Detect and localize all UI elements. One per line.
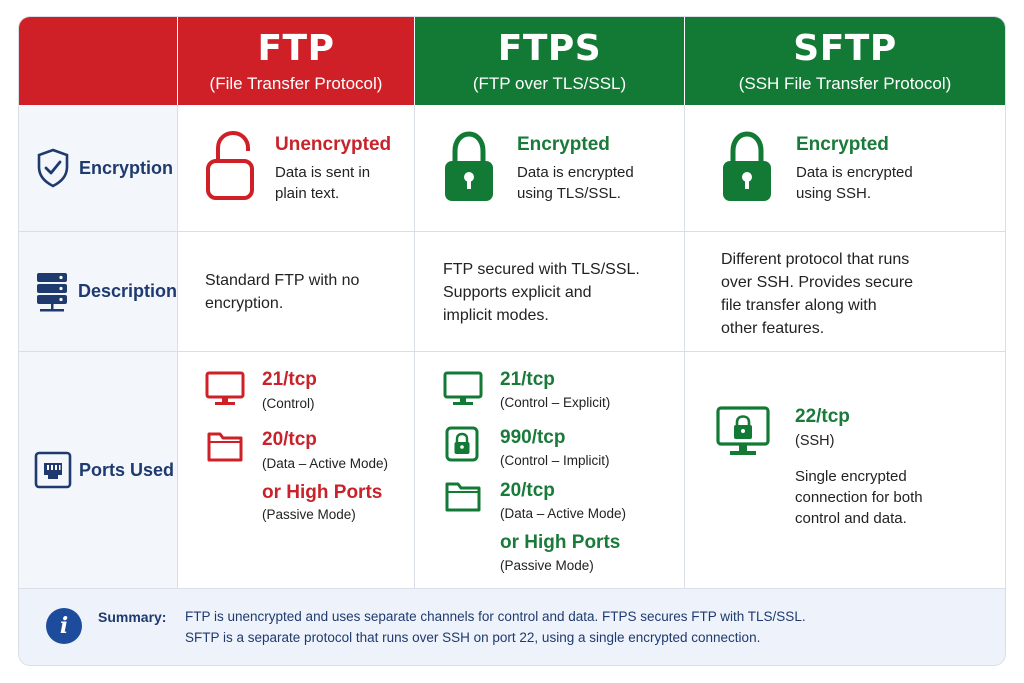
header-ftp: FTP (File Transfer Protocol)	[178, 17, 414, 105]
row-label-encryption: Encryption	[19, 105, 177, 231]
sftp-lock-icon	[721, 131, 773, 208]
header-sftp: SFTP (SSH File Transfer Protocol)	[685, 17, 1005, 105]
ftp-port-data-note: (Data – Active Mode)	[262, 456, 389, 471]
header-ftps-title: FTPS	[497, 28, 602, 69]
summary-panel: i Summary: FTP is unencrypted and uses s…	[19, 589, 1005, 665]
secure-monitor-icon	[716, 406, 770, 463]
sftp-port-extra-line: connection for both	[795, 489, 923, 506]
monitor-icon	[443, 371, 483, 412]
ftp-port-control-note: (Control)	[262, 396, 315, 411]
ftps-port-passive: or High Ports	[500, 532, 621, 553]
folder-icon	[445, 480, 481, 517]
shield-check-icon	[33, 148, 73, 188]
sftp-port-note: (SSH)	[795, 433, 835, 449]
ftps-port-data: 20/tcp	[500, 480, 555, 501]
sftp-encryption-line2: using SSH.	[796, 185, 872, 202]
divider	[684, 105, 685, 588]
ftps-encryption-status: Encrypted	[517, 134, 610, 155]
summary-line2: SFTP is a separate protocol that runs ov…	[185, 630, 761, 645]
sftp-description: Different protocol that runs over SSH. P…	[721, 248, 913, 340]
divider	[19, 231, 1005, 232]
header-sftp-title: SFTP	[793, 28, 897, 69]
sftp-encryption-line1: Data is encrypted	[796, 164, 913, 181]
ftp-port-passive-note: (Passive Mode)	[262, 507, 356, 522]
sftp-description-line: over SSH. Provides secure	[721, 274, 914, 291]
ftp-port-control: 21/tcp	[262, 369, 317, 390]
ftp-description: Standard FTP with no encryption.	[205, 269, 359, 315]
sftp-port: 22/tcp	[795, 406, 850, 427]
sftp-encryption-status: Encrypted	[796, 134, 889, 155]
header-ftps-subtitle: (FTP over TLS/SSL)	[472, 74, 627, 93]
lock-box-icon	[445, 426, 479, 467]
ftps-lock-icon	[443, 131, 495, 208]
header-ftps: FTPS (FTP over TLS/SSL)	[415, 17, 684, 105]
ftps-encryption-line1: Data is encrypted	[517, 164, 634, 181]
info-icon: i	[46, 608, 82, 644]
ftps-description-line: implicit modes.	[443, 307, 549, 324]
header-ftp-subtitle: (File Transfer Protocol)	[209, 74, 383, 93]
sftp-port-extra-line: Single encrypted	[795, 468, 907, 485]
divider	[414, 105, 415, 588]
server-icon	[33, 272, 72, 312]
divider	[177, 105, 178, 588]
ftps-port-explicit-note: (Control – Explicit)	[500, 395, 611, 410]
row-label-description-text: Description	[77, 281, 177, 301]
header-sftp-subtitle: (SSH File Transfer Protocol)	[738, 74, 952, 93]
network-port-icon	[33, 450, 73, 490]
ftps-port-data-note: (Data – Active Mode)	[500, 506, 627, 521]
sftp-description-line: Different protocol that runs	[721, 251, 910, 268]
sftp-description-line: file transfer along with	[721, 297, 877, 314]
summary-line1: FTP is unencrypted and uses separate cha…	[185, 609, 806, 624]
row-label-description: Description	[19, 232, 177, 351]
sftp-port-extra: Single encrypted connection for both con…	[795, 466, 923, 529]
row-label-encryption-text: Encryption	[79, 157, 174, 178]
divider	[19, 588, 1005, 589]
sftp-description-line: other features.	[721, 320, 825, 337]
ftps-port-passive-note: (Passive Mode)	[500, 558, 594, 573]
header-corner	[19, 17, 177, 105]
ftp-port-passive: or High Ports	[262, 482, 383, 503]
ftps-port-explicit: 21/tcp	[500, 369, 555, 390]
folder-icon	[207, 430, 243, 467]
ftp-description-line: Standard FTP with no	[205, 272, 360, 289]
ftp-description-line: encryption.	[205, 295, 284, 312]
ftp-encryption-line2: plain text.	[275, 185, 340, 202]
ftps-description-line: Supports explicit and	[443, 284, 592, 301]
row-label-ports: Ports Used	[19, 352, 177, 588]
ftps-port-implicit-note: (Control – Implicit)	[500, 453, 610, 468]
ftp-encryption-line1: Data is sent in	[275, 164, 371, 181]
ftp-unlocked-icon	[205, 130, 255, 206]
ftps-description: FTP secured with TLS/SSL. Supports expli…	[443, 258, 640, 327]
ftps-encryption-line2: using TLS/SSL.	[517, 185, 621, 202]
sftp-port-extra-line: control and data.	[795, 510, 907, 527]
header-ftp-title: FTP	[257, 28, 335, 69]
summary-label: Summary:	[98, 609, 167, 625]
ftp-encryption-status: Unencrypted	[275, 134, 392, 155]
monitor-icon	[205, 371, 245, 412]
ftps-port-implicit: 990/tcp	[500, 427, 566, 448]
ftp-port-data: 20/tcp	[262, 429, 317, 450]
ftps-description-line: FTP secured with TLS/SSL.	[443, 261, 640, 278]
comparison-table: FTP (File Transfer Protocol) FTPS (FTP o…	[18, 16, 1006, 666]
row-label-ports-text: Ports Used	[79, 459, 175, 480]
divider	[19, 351, 1005, 352]
